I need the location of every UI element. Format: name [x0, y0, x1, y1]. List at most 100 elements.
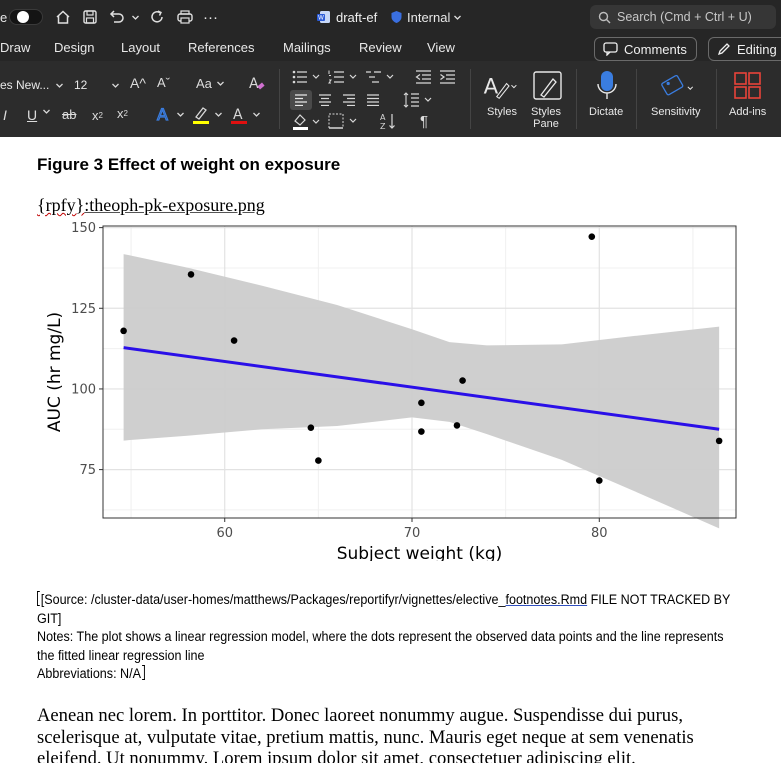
- data-point: [595, 477, 603, 484]
- underline-chevron-icon[interactable]: [42, 107, 51, 116]
- tab-layout[interactable]: Layout: [121, 40, 161, 55]
- plot-panel-border: [102, 225, 737, 519]
- search-box[interactable]: Search (Cmd + Ctrl + U): [590, 5, 776, 29]
- figure-title: Figure 3 Effect of weight on exposure: [37, 155, 341, 174]
- comments-label: Comments: [624, 41, 687, 57]
- ribbon-separator: [716, 69, 717, 129]
- footnote-end-marker: [141, 665, 145, 680]
- save-icon[interactable]: [82, 0, 98, 34]
- font-size-value: 12: [74, 78, 88, 92]
- multilevel-list-icon[interactable]: [365, 69, 395, 85]
- tab-review[interactable]: Review: [359, 40, 402, 55]
- field-code-filename: :theoph-pk-exposure.png: [84, 195, 265, 215]
- body-paragraph: Aenean nec lorem. In porttitor. Donec la…: [37, 705, 694, 763]
- comment-icon: [603, 42, 618, 56]
- underline-button[interactable]: U: [27, 107, 38, 123]
- tab-draw[interactable]: Draw: [0, 40, 31, 55]
- strikethrough-button[interactable]: ab: [62, 107, 77, 122]
- document-word-icon: W: [316, 0, 332, 34]
- regression-line: [123, 346, 720, 431]
- redo-icon[interactable]: [149, 0, 165, 34]
- highlighter-icon[interactable]: [192, 105, 210, 125]
- add-ins-label[interactable]: Add-ins: [729, 106, 767, 118]
- svg-text:W: W: [318, 15, 324, 22]
- sensitivity-label[interactable]: Internal: [407, 9, 451, 25]
- footnote-source-c: FILE NOT TRACKED BY GIT]: [37, 592, 731, 626]
- tab-design[interactable]: Design: [54, 40, 95, 55]
- increase-indent-icon[interactable]: [439, 69, 456, 85]
- undo-dropdown-chevron-icon[interactable]: [131, 0, 140, 34]
- data-point: [453, 422, 461, 429]
- italic-button[interactable]: I: [3, 107, 7, 123]
- x-tick-label: 80: [591, 526, 608, 541]
- footnote-abbreviations: Abbreviations: N/A: [37, 666, 141, 681]
- menu-tab-bar: Draw Design Layout References Mailings R…: [0, 34, 781, 61]
- document-title[interactable]: draft-ef: [336, 9, 378, 25]
- line-spacing-icon[interactable]: [403, 91, 433, 109]
- ribbon-separator: [470, 69, 471, 129]
- sensitivity-ribbon-label[interactable]: Sensitivity: [651, 106, 701, 118]
- font-size-select[interactable]: 12: [74, 74, 122, 96]
- shading-icon[interactable]: [292, 112, 322, 132]
- document-canvas[interactable]: Figure 3 Effect of weight on exposure {r…: [0, 137, 781, 763]
- text-effects-icon[interactable]: A: [155, 105, 173, 123]
- editing-mode-button[interactable]: Editing: [708, 37, 781, 61]
- undo-icon[interactable]: [108, 0, 126, 34]
- data-point: [418, 428, 425, 435]
- font-name-chevron-icon: [55, 81, 64, 90]
- align-left-icon[interactable]: [290, 90, 312, 110]
- app-name-fragment: e: [0, 9, 8, 25]
- styles-label[interactable]: Styles: [487, 106, 517, 118]
- highlighter-chevron-icon[interactable]: [214, 110, 223, 119]
- styles-pane-icon[interactable]: [530, 69, 566, 103]
- sensitivity-icon[interactable]: [660, 69, 696, 103]
- sensitivity-shield-icon: [390, 0, 403, 34]
- svg-text:A: A: [484, 74, 499, 99]
- align-right-icon[interactable]: [342, 94, 356, 106]
- figure-footnote: [Source: /cluster-data/user-homes/matthe…: [37, 591, 735, 684]
- data-point: [315, 457, 322, 464]
- decrease-indent-icon[interactable]: [415, 69, 432, 85]
- add-ins-icon[interactable]: [730, 69, 766, 103]
- sensitivity-chevron-icon[interactable]: [453, 0, 462, 34]
- data-point: [459, 377, 466, 384]
- justify-icon[interactable]: [366, 94, 380, 106]
- exposure-scatter-plot: 75 100 125 150 60 70 80 Subject weight (kg) AUC …: [45, 221, 737, 561]
- tab-references[interactable]: References: [188, 40, 255, 55]
- show-formatting-marks-icon[interactable]: ¶: [420, 113, 429, 130]
- bullets-icon[interactable]: [292, 69, 320, 85]
- footnote-source-b: footnotes.Rmd: [505, 592, 588, 607]
- clear-formatting-icon[interactable]: A: [248, 74, 266, 92]
- text-effects-chevron-icon[interactable]: [176, 110, 185, 119]
- dictate-label[interactable]: Dictate: [589, 106, 624, 118]
- title-bar: e ··· W draft-ef Internal Search (Cmd + …: [0, 0, 781, 34]
- tab-mailings[interactable]: Mailings: [283, 40, 331, 55]
- font-name-select[interactable]: es New...: [0, 74, 66, 96]
- comments-button[interactable]: Comments: [594, 37, 697, 61]
- x-tick-label: 60: [216, 526, 233, 541]
- change-case-button[interactable]: Aa: [196, 76, 225, 91]
- shrink-font-button[interactable]: Aˇ: [157, 75, 170, 90]
- ribbon-separator: [279, 69, 280, 129]
- tab-view[interactable]: View: [427, 40, 455, 55]
- font-color-chevron-icon[interactable]: [252, 110, 261, 119]
- autosave-toggle[interactable]: [9, 9, 43, 25]
- grow-font-button[interactable]: A^: [130, 75, 146, 91]
- font-size-chevron-icon: [111, 81, 120, 90]
- styles-icon[interactable]: A: [482, 69, 518, 103]
- change-case-label: Aa: [196, 76, 212, 91]
- styles-pane-label[interactable]: Styles Pane: [531, 106, 561, 130]
- more-options-icon[interactable]: ···: [203, 8, 218, 26]
- home-icon[interactable]: [55, 0, 71, 34]
- borders-icon[interactable]: [328, 113, 358, 129]
- footnote-source-a: [Source: /cluster-data/user-homes/matthe…: [40, 592, 506, 607]
- print-icon[interactable]: [176, 0, 194, 34]
- dictate-microphone-icon[interactable]: [589, 69, 625, 103]
- font-color-icon[interactable]: A: [230, 105, 248, 125]
- numbering-icon[interactable]: [328, 69, 358, 85]
- align-center-icon[interactable]: [318, 94, 332, 106]
- font-name-value: es New...: [0, 78, 50, 92]
